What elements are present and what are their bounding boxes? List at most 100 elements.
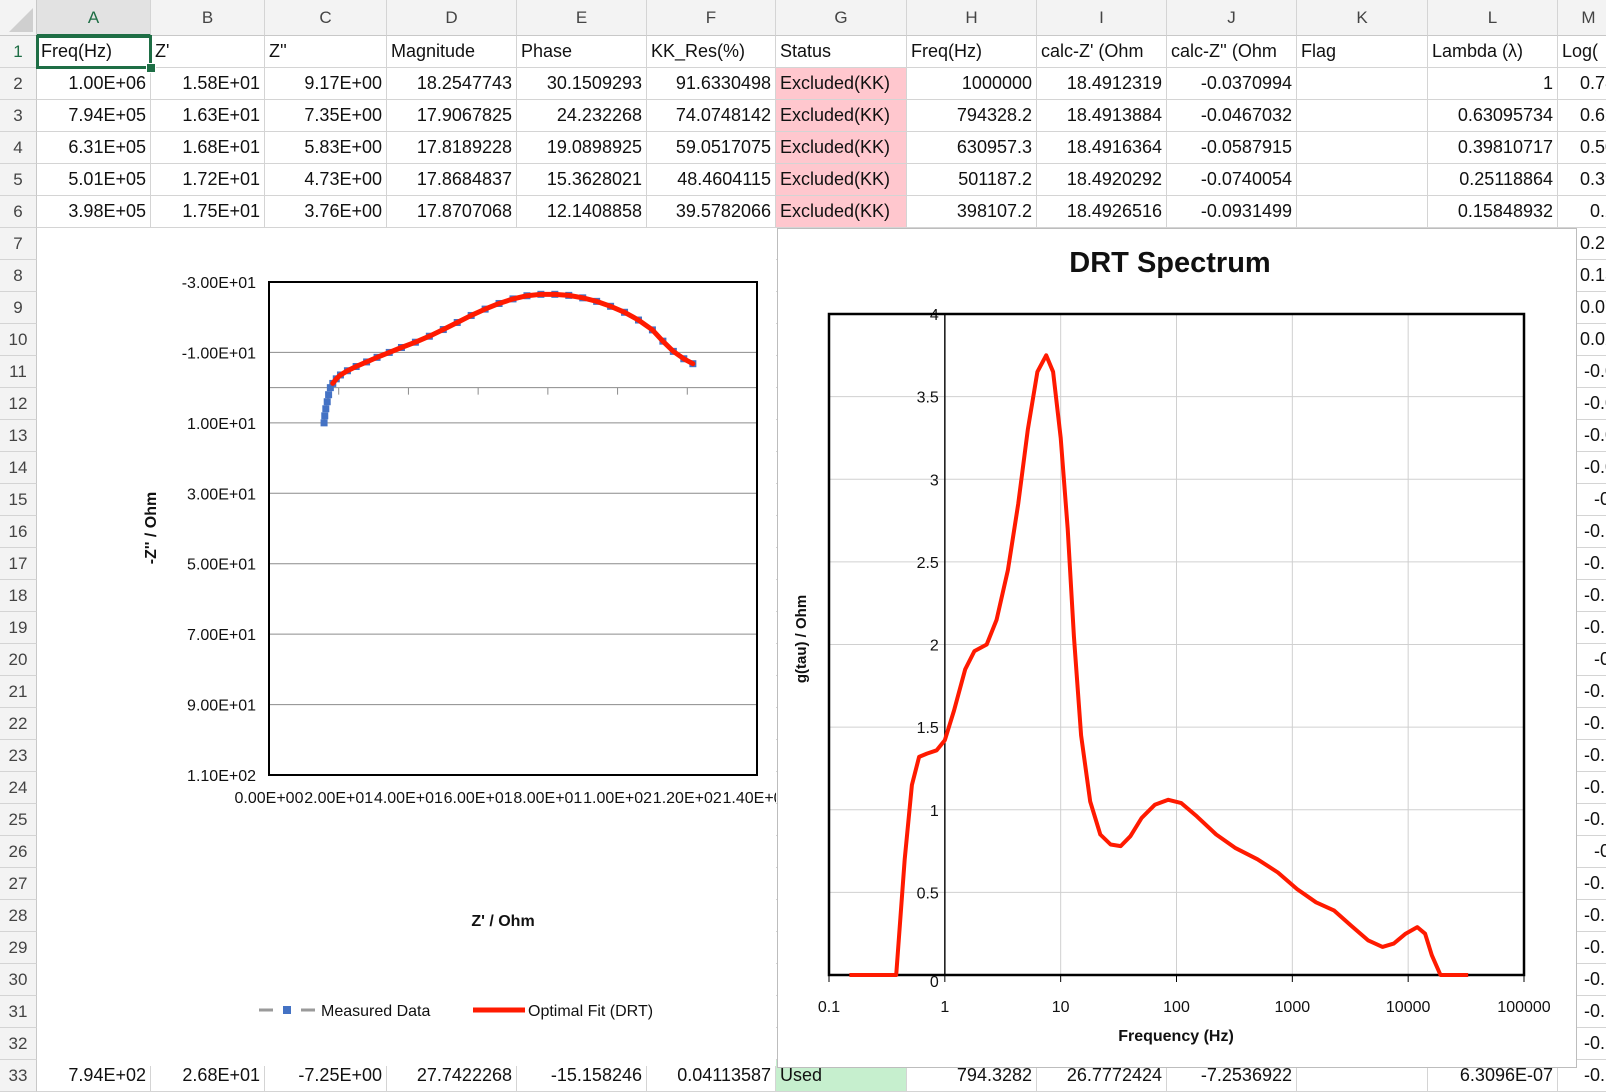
cell-J5[interactable]: -0.0740054 [1167, 164, 1297, 196]
cell-D6[interactable]: 17.8707068 [387, 196, 517, 228]
cell-H6[interactable]: 398107.2 [907, 196, 1037, 228]
cell-K1[interactable]: Flag [1297, 36, 1428, 68]
cell-G2[interactable]: Excluded(KK) [776, 68, 907, 100]
cell-M26[interactable]: -0. [1558, 836, 1606, 868]
cell-B2[interactable]: 1.58E+01 [151, 68, 265, 100]
row-header-17[interactable]: 17 [0, 548, 37, 580]
cell-M13[interactable]: -0.0 [1558, 420, 1606, 452]
row-header-24[interactable]: 24 [0, 772, 37, 804]
cell-A4[interactable]: 6.31E+05 [37, 132, 151, 164]
cell-A2[interactable]: 1.00E+06 [37, 68, 151, 100]
cell-G3[interactable]: Excluded(KK) [776, 100, 907, 132]
nyquist-chart[interactable]: -3.00E+01 -1.00E+01 1.00E+01 3.00E+01 5.00E+… [37, 228, 792, 1066]
cell-K2[interactable] [1297, 68, 1428, 100]
cell-E6[interactable]: 12.1408858 [517, 196, 647, 228]
cell-E4[interactable]: 19.0898925 [517, 132, 647, 164]
cell-G1[interactable]: Status [776, 36, 907, 68]
row-header-18[interactable]: 18 [0, 580, 37, 612]
cell-G5[interactable]: Excluded(KK) [776, 164, 907, 196]
cell-M11[interactable]: -0.0 [1558, 356, 1606, 388]
row-header-22[interactable]: 22 [0, 708, 37, 740]
cell-K6[interactable] [1297, 196, 1428, 228]
cell-I5[interactable]: 18.4920292 [1037, 164, 1167, 196]
cell-M19[interactable]: -0.1 [1558, 612, 1606, 644]
cell-F6[interactable]: 39.5782066 [647, 196, 776, 228]
cell-C6[interactable]: 3.76E+00 [265, 196, 387, 228]
column-header-G[interactable]: G [776, 0, 907, 36]
cell-C1[interactable]: Z'' [265, 36, 387, 68]
cell-M22[interactable]: -0.1 [1558, 708, 1606, 740]
cell-M30[interactable]: -0.1 [1558, 964, 1606, 996]
row-header-16[interactable]: 16 [0, 516, 37, 548]
cell-M18[interactable]: -0.1 [1558, 580, 1606, 612]
cell-J6[interactable]: -0.0931499 [1167, 196, 1297, 228]
row-header-13[interactable]: 13 [0, 420, 37, 452]
selected-cell-A1[interactable]: Freq(Hz) [36, 35, 152, 69]
cell-M7[interactable]: 0.21 [1558, 228, 1606, 260]
row-header-32[interactable]: 32 [0, 1028, 37, 1060]
cell-B5[interactable]: 1.72E+01 [151, 164, 265, 196]
cell-L6[interactable]: 0.15848932 [1428, 196, 1558, 228]
cell-J3[interactable]: -0.0467032 [1167, 100, 1297, 132]
column-header-M[interactable]: M [1558, 0, 1606, 36]
cell-M2[interactable]: 0.78 [1558, 68, 1606, 100]
cell-A6[interactable]: 3.98E+05 [37, 196, 151, 228]
row-header-29[interactable]: 29 [0, 932, 37, 964]
cell-M31[interactable]: -0.1 [1558, 996, 1606, 1028]
cell-D1[interactable]: Magnitude [387, 36, 517, 68]
row-header-20[interactable]: 20 [0, 644, 37, 676]
cell-I1[interactable]: calc-Z' (Ohm [1037, 36, 1167, 68]
cell-F2[interactable]: 91.6330498 [647, 68, 776, 100]
cell-L2[interactable]: 1 [1428, 68, 1558, 100]
row-header-12[interactable]: 12 [0, 388, 37, 420]
cell-M8[interactable]: 0.13 [1558, 260, 1606, 292]
row-header-19[interactable]: 19 [0, 612, 37, 644]
cell-E5[interactable]: 15.3628021 [517, 164, 647, 196]
column-header-A[interactable]: A [37, 0, 151, 36]
row-header-27[interactable]: 27 [0, 868, 37, 900]
cell-L5[interactable]: 0.25118864 [1428, 164, 1558, 196]
column-header-C[interactable]: C [265, 0, 387, 36]
cell-M20[interactable]: -0. [1558, 644, 1606, 676]
fill-handle[interactable] [146, 63, 156, 73]
cell-F5[interactable]: 48.4604115 [647, 164, 776, 196]
cell-M4[interactable]: 0.50 [1558, 132, 1606, 164]
column-header-I[interactable]: I [1037, 0, 1167, 36]
cell-M15[interactable]: -0. [1558, 484, 1606, 516]
cell-H5[interactable]: 501187.2 [907, 164, 1037, 196]
cell-M16[interactable]: -0.1 [1558, 516, 1606, 548]
cell-M27[interactable]: -0.1 [1558, 868, 1606, 900]
row-header-9[interactable]: 9 [0, 292, 37, 324]
row-header-4[interactable]: 4 [0, 132, 37, 164]
cell-D4[interactable]: 17.8189228 [387, 132, 517, 164]
column-header-K[interactable]: K [1297, 0, 1428, 36]
cell-F1[interactable]: KK_Res(%) [647, 36, 776, 68]
column-header-F[interactable]: F [647, 0, 776, 36]
cell-H1[interactable]: Freq(Hz) [907, 36, 1037, 68]
row-header-3[interactable]: 3 [0, 100, 37, 132]
cell-M29[interactable]: -0.1 [1558, 932, 1606, 964]
row-header-15[interactable]: 15 [0, 484, 37, 516]
row-header-8[interactable]: 8 [0, 260, 37, 292]
row-header-33[interactable]: 33 [0, 1060, 37, 1092]
cell-I2[interactable]: 18.4912319 [1037, 68, 1167, 100]
cell-M17[interactable]: -0.1 [1558, 548, 1606, 580]
row-header-23[interactable]: 23 [0, 740, 37, 772]
cell-G6[interactable]: Excluded(KK) [776, 196, 907, 228]
cell-C5[interactable]: 4.73E+00 [265, 164, 387, 196]
row-header-31[interactable]: 31 [0, 996, 37, 1028]
cell-K4[interactable] [1297, 132, 1428, 164]
column-header-J[interactable]: J [1167, 0, 1297, 36]
cell-M1[interactable]: Log( [1558, 36, 1606, 68]
cell-E2[interactable]: 30.1509293 [517, 68, 647, 100]
cell-B6[interactable]: 1.75E+01 [151, 196, 265, 228]
drt-spectrum-chart[interactable]: 0.1 1 10 100 1000 10000 100000 0 0.5 1 1.5 2 2.5 3 3.5… [777, 228, 1577, 1068]
cell-M3[interactable]: 0.62 [1558, 100, 1606, 132]
cell-K5[interactable] [1297, 164, 1428, 196]
cell-D2[interactable]: 18.2547743 [387, 68, 517, 100]
row-header-26[interactable]: 26 [0, 836, 37, 868]
cell-L1[interactable]: Lambda (λ) [1428, 36, 1558, 68]
cell-E1[interactable]: Phase [517, 36, 647, 68]
cell-M32[interactable]: -0.1 [1558, 1028, 1606, 1060]
cell-F3[interactable]: 74.0748142 [647, 100, 776, 132]
